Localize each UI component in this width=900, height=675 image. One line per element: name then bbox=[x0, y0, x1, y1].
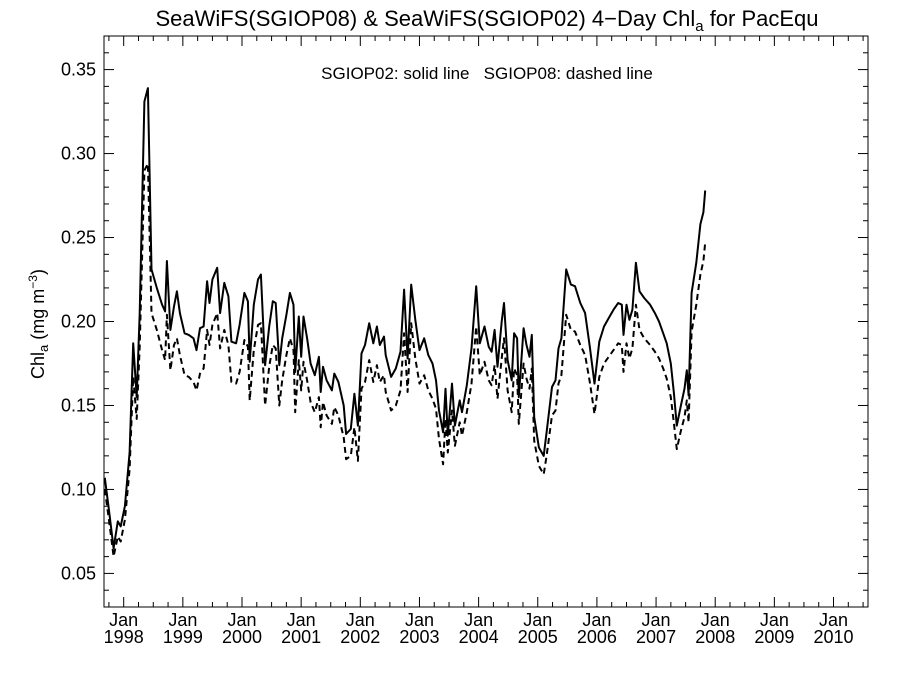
x-tick-month-label: Jan bbox=[168, 610, 197, 630]
x-tick-month-label: Jan bbox=[582, 610, 611, 630]
x-tick-month-label: Jan bbox=[109, 610, 138, 630]
x-tick-month-label: Jan bbox=[346, 610, 375, 630]
y-axis-label-unit-close: ) bbox=[28, 269, 48, 275]
x-tick-year-label: 2010 bbox=[813, 627, 853, 647]
x-tick-year-label: 2004 bbox=[459, 627, 499, 647]
series-line-sgiop08 bbox=[103, 162, 707, 558]
series-line-sgiop02 bbox=[103, 87, 707, 550]
x-tick-month-label: Jan bbox=[760, 610, 789, 630]
y-tick-label: 0.15 bbox=[61, 395, 96, 415]
x-tick-year-label: 2005 bbox=[518, 627, 558, 647]
chart-title: SeaWiFS(SGIOP08) & SeaWiFS(SGIOP02) 4−Da… bbox=[155, 6, 818, 35]
x-axis-ticks: Jan1998Jan1999Jan2000Jan2001Jan2002Jan20… bbox=[104, 36, 864, 647]
x-tick-year-label: 2009 bbox=[754, 627, 794, 647]
y-tick-label: 0.05 bbox=[61, 563, 96, 583]
x-tick-month-label: Jan bbox=[405, 610, 434, 630]
x-tick-year-label: 2003 bbox=[399, 627, 439, 647]
chart-title-tail: for PacEqu bbox=[704, 6, 819, 31]
x-tick-year-label: 2007 bbox=[636, 627, 676, 647]
y-axis-ticks: 0.05 0.10 0.15 0.20 0.25 0.30 0.35 bbox=[61, 52, 868, 591]
x-tick-month-label: Jan bbox=[819, 610, 848, 630]
y-axis-label-main: Chl bbox=[28, 352, 48, 379]
legend-text: SGIOP02: solid line SGIOP08: dashed line bbox=[321, 64, 653, 83]
y-axis-label-subscript: a bbox=[36, 344, 51, 352]
x-tick-month-label: Jan bbox=[642, 610, 671, 630]
y-axis-label-unit: (mg m bbox=[28, 289, 48, 345]
y-tick-label: 0.10 bbox=[61, 479, 96, 499]
y-tick-label: 0.20 bbox=[61, 312, 96, 332]
chart-title-subscript: a bbox=[695, 18, 704, 35]
y-tick-label: 0.25 bbox=[61, 228, 96, 248]
y-axis-label-unit-exponent: −3 bbox=[26, 275, 40, 289]
y-tick-label: 0.35 bbox=[61, 60, 96, 80]
x-tick-month-label: Jan bbox=[464, 610, 493, 630]
x-tick-year-label: 1999 bbox=[163, 627, 203, 647]
x-tick-year-label: 2002 bbox=[340, 627, 380, 647]
y-tick-label: 0.30 bbox=[61, 144, 96, 164]
x-tick-year-label: 2000 bbox=[222, 627, 262, 647]
x-tick-month-label: Jan bbox=[523, 610, 552, 630]
y-axis-label: Chla (mg m−3) bbox=[26, 269, 51, 379]
x-tick-year-label: 2001 bbox=[281, 627, 321, 647]
chart-title-main: SeaWiFS(SGIOP08) & SeaWiFS(SGIOP02) 4−Da… bbox=[155, 6, 695, 31]
x-tick-year-label: 2006 bbox=[577, 627, 617, 647]
x-tick-month-label: Jan bbox=[227, 610, 256, 630]
x-tick-month-label: Jan bbox=[701, 610, 730, 630]
plot-frame bbox=[103, 35, 869, 608]
x-tick-month-label: Jan bbox=[287, 610, 316, 630]
series-layer bbox=[103, 87, 707, 558]
x-tick-year-label: 2008 bbox=[695, 627, 735, 647]
x-tick-year-label: 1998 bbox=[104, 627, 144, 647]
